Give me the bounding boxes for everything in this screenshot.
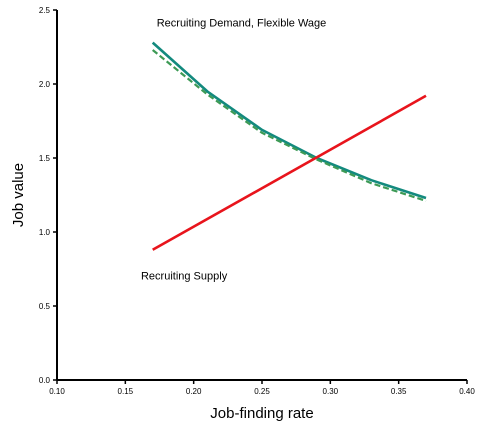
y-axis-title: Job value: [10, 163, 27, 227]
y-tick-label: 2.0: [39, 80, 51, 89]
plot-area: [151, 41, 427, 251]
x-tick-label: 0.35: [391, 387, 407, 396]
labels: Recruiting Demand, Flexible Wage Recruiti…: [10, 17, 326, 422]
annotation-label: Recruiting Supply: [141, 270, 228, 282]
y-tick-label: 1.0: [39, 228, 51, 237]
x-tick-label: 0.10: [49, 387, 65, 396]
y-tick-label: 0.0: [39, 376, 51, 385]
series-line-0: [151, 41, 427, 200]
series-line-1: [152, 49, 427, 202]
axes: 0.10 0.15 0.20 0.25 0.30 0.35 0.40 0.0 0.5 1.0 1.5…: [39, 6, 475, 396]
x-axis-title: Job-finding rate: [210, 405, 313, 422]
x-tick-label: 0.40: [459, 387, 475, 396]
x-tick-label: 0.25: [254, 387, 270, 396]
x-tick-label: 0.15: [118, 387, 134, 396]
x-tick-label: 0.30: [323, 387, 339, 396]
annotation-label: Recruiting Demand, Flexible Wage: [157, 17, 327, 29]
y-tick-label: 0.5: [39, 302, 51, 311]
y-tick-label: 1.5: [39, 154, 51, 163]
y-tick-label: 2.5: [39, 6, 51, 15]
x-tick-label: 0.20: [186, 387, 202, 396]
series-line-2: [152, 94, 427, 251]
